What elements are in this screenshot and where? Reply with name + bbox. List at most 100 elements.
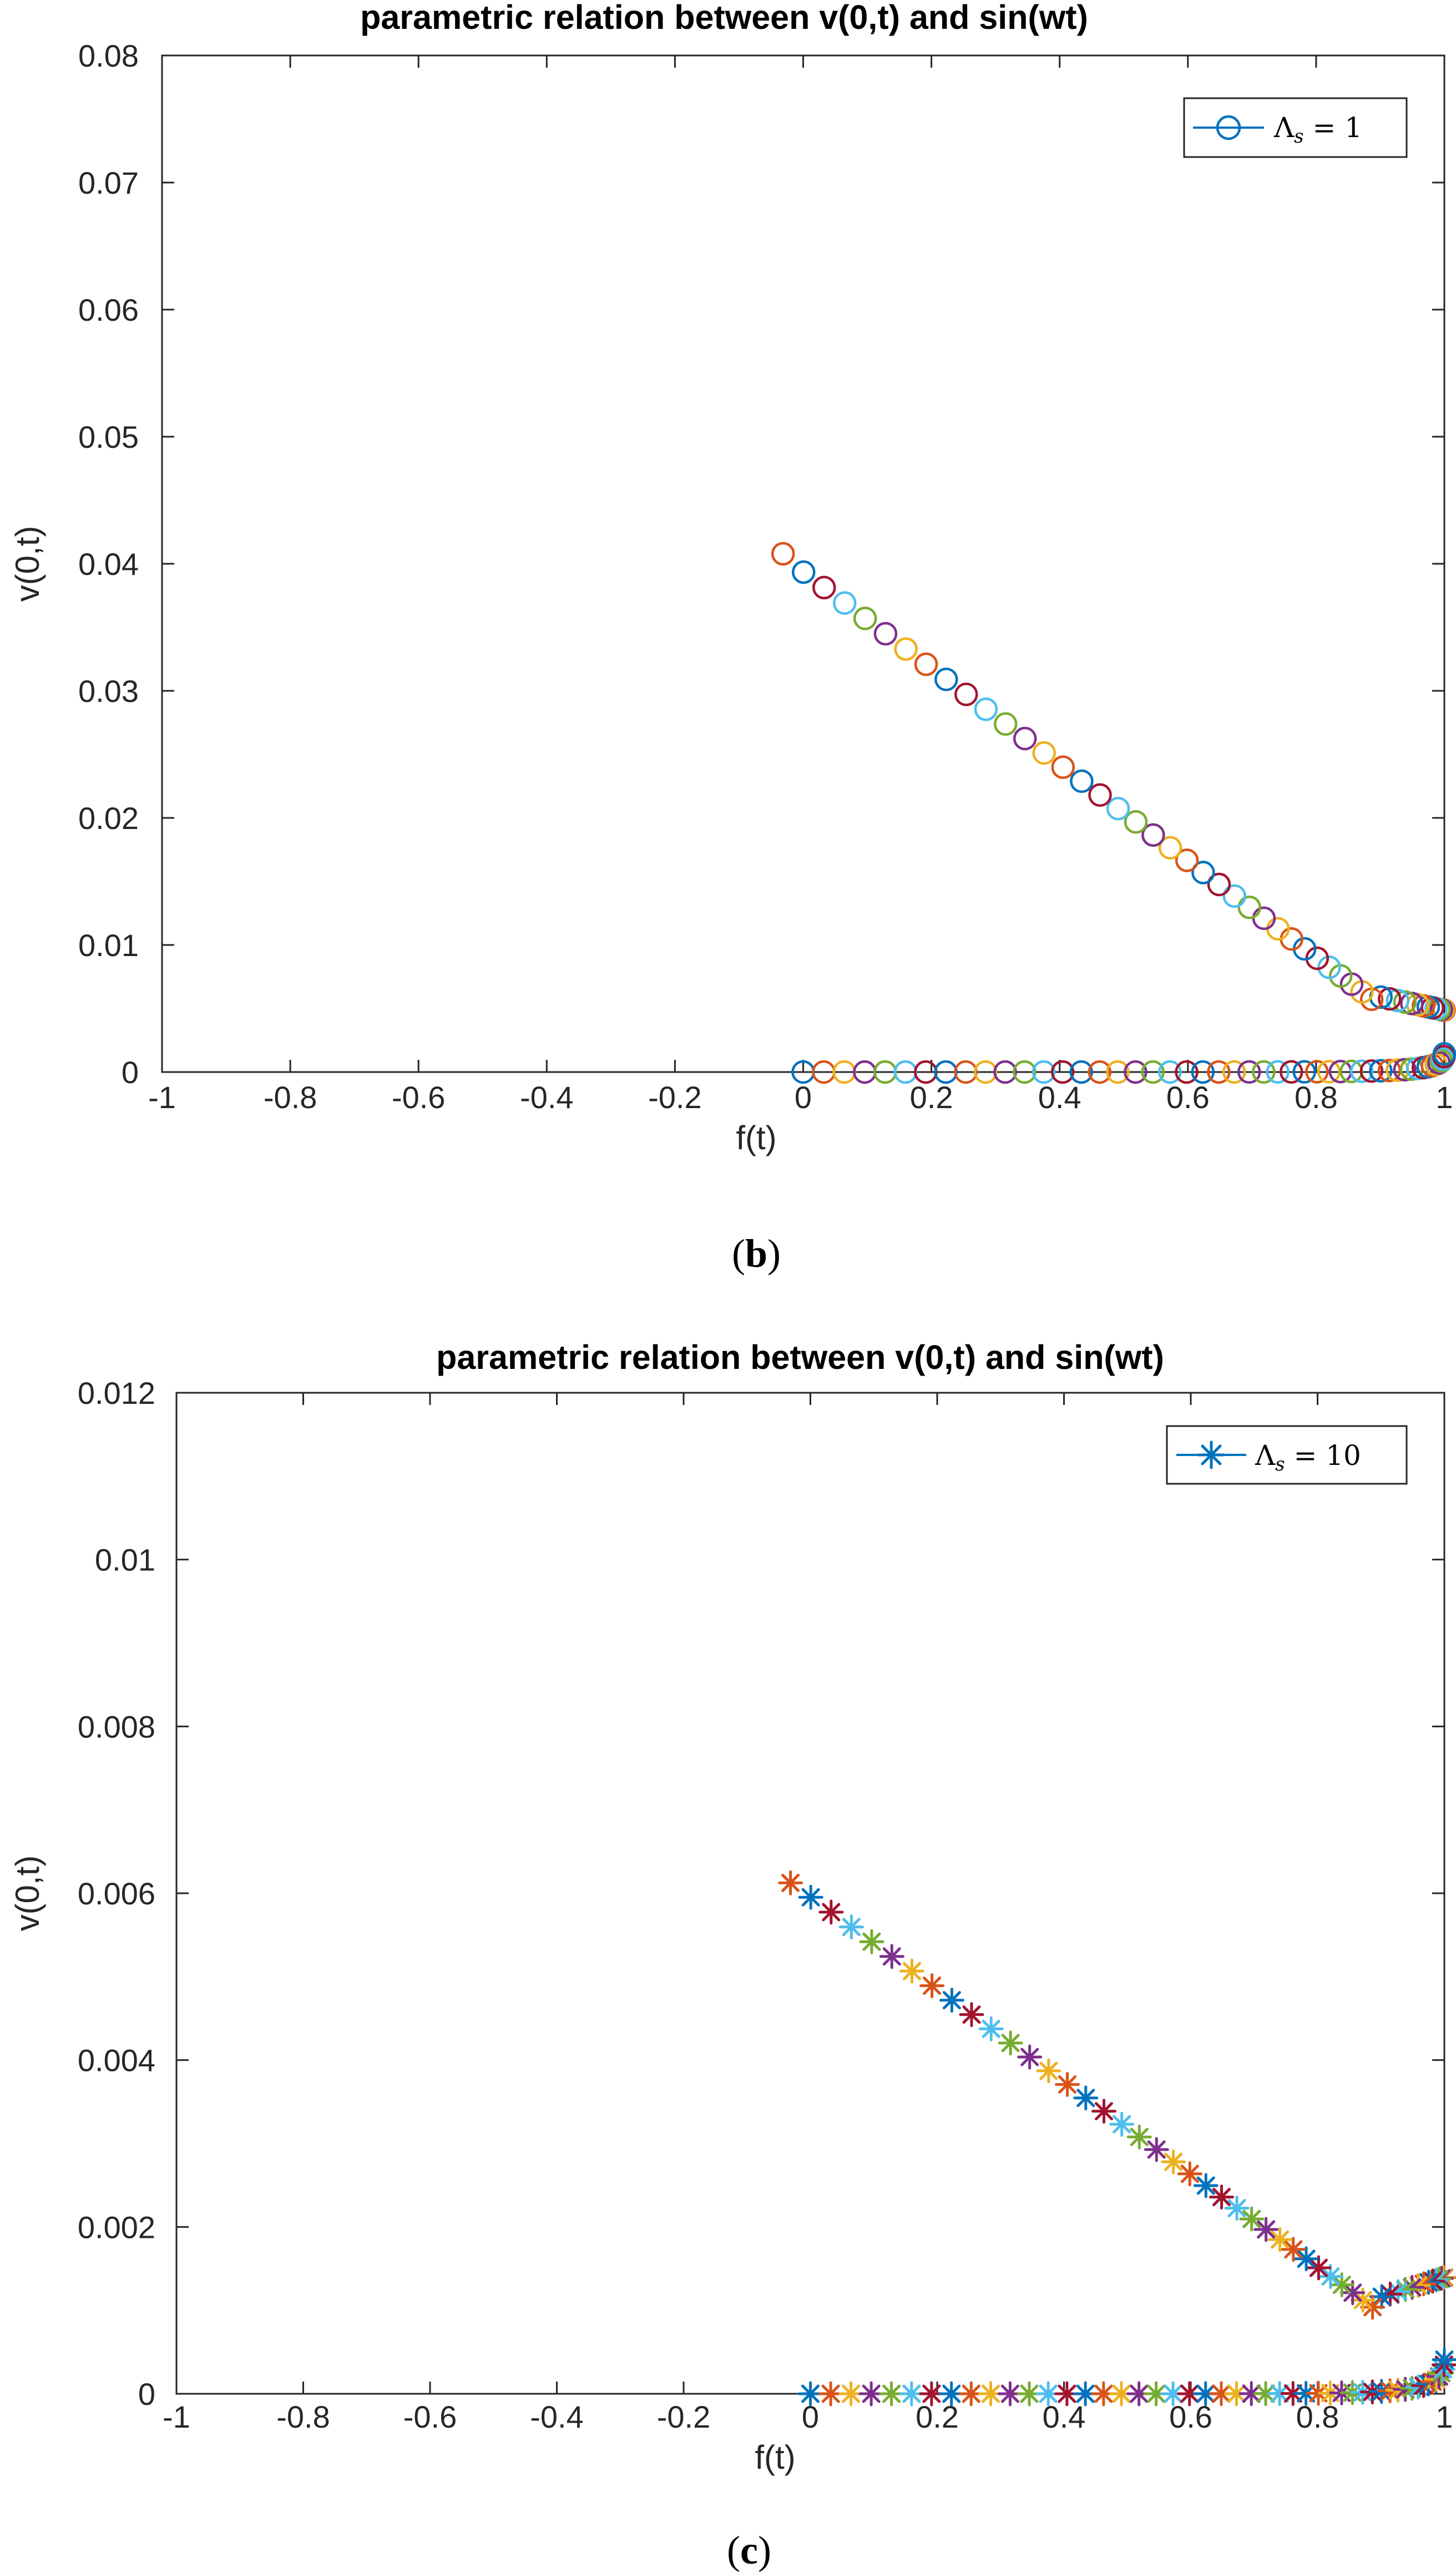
caption-open: ( bbox=[727, 2528, 740, 2572]
data-point bbox=[1305, 1060, 1329, 1084]
legend-value: = 10 bbox=[1285, 1439, 1361, 1472]
legend-subscript: s bbox=[1275, 1453, 1285, 1475]
x-tick-label: -0.6 bbox=[403, 2399, 457, 2434]
y-tick-label: 0 bbox=[138, 2377, 155, 2412]
data-point bbox=[1175, 848, 1199, 872]
data-point bbox=[914, 652, 938, 676]
data-point bbox=[1360, 2294, 1386, 2320]
data-point bbox=[873, 621, 898, 646]
data-point bbox=[1050, 1060, 1075, 1084]
x-tick-label: -1 bbox=[163, 2399, 190, 2434]
x-tick-label: -0.2 bbox=[648, 1080, 702, 1115]
data-point bbox=[1177, 2381, 1202, 2407]
x-tick-label: 1 bbox=[1435, 2399, 1453, 2434]
y-tick-label: 0.01 bbox=[78, 928, 139, 963]
panel-caption: (b) bbox=[732, 1231, 781, 1276]
caption-open: ( bbox=[732, 1231, 745, 1276]
chart-title: parametric relation between v(0,t) and s… bbox=[360, 0, 1088, 36]
data-point bbox=[879, 1944, 904, 1969]
plot-area bbox=[161, 54, 1445, 1073]
data-point bbox=[1109, 2381, 1134, 2407]
data-point bbox=[1141, 1060, 1165, 1084]
chart-title: parametric relation between v(0,t) and s… bbox=[436, 1338, 1164, 1376]
data-point bbox=[974, 697, 998, 721]
data-point bbox=[997, 2381, 1023, 2407]
data-point bbox=[1069, 1060, 1094, 1084]
data-point bbox=[771, 542, 795, 566]
data-point bbox=[1239, 2206, 1265, 2232]
data-point bbox=[1209, 2184, 1235, 2210]
data-point bbox=[1349, 1059, 1374, 1083]
x-tick-label: 0.4 bbox=[1038, 1080, 1081, 1115]
data-point bbox=[954, 683, 978, 706]
data-point bbox=[1013, 1060, 1037, 1084]
data-point bbox=[899, 2381, 924, 2407]
y-tick-label: 0.004 bbox=[78, 2043, 155, 2078]
caption-close: ) bbox=[758, 2528, 771, 2572]
data-point bbox=[1032, 741, 1056, 765]
data-point bbox=[1209, 2381, 1234, 2407]
y-tick-labels: 0 0.002 0.004 0.006 0.008 0.01 0.012 bbox=[78, 1376, 155, 2412]
x-tick-label: -0.8 bbox=[276, 2399, 330, 2434]
data-point bbox=[1266, 1060, 1290, 1084]
x-axis-label: f(t) bbox=[755, 2439, 795, 2476]
data-point bbox=[1158, 836, 1182, 860]
data-point bbox=[993, 1060, 1017, 1084]
y-tick-label: 0.07 bbox=[78, 165, 139, 200]
data-series bbox=[771, 542, 1456, 1084]
data-point bbox=[1161, 2149, 1186, 2175]
data-point bbox=[838, 1914, 864, 1940]
data-point bbox=[1109, 2111, 1135, 2137]
x-tick-label: -0.8 bbox=[264, 1080, 317, 1115]
data-point bbox=[1141, 823, 1165, 847]
legend-value: = 1 bbox=[1304, 112, 1363, 144]
legend-symbol: Λ bbox=[1255, 1439, 1276, 1472]
data-point bbox=[1237, 895, 1262, 919]
data-point bbox=[978, 2016, 1004, 2041]
data-point bbox=[798, 2381, 823, 2407]
data-point bbox=[1073, 2085, 1099, 2111]
panel-caption: (c) bbox=[727, 2528, 771, 2572]
data-point bbox=[1207, 872, 1231, 897]
data-point bbox=[1378, 987, 1402, 1011]
data-point bbox=[1317, 956, 1341, 979]
data-point bbox=[939, 1988, 964, 2013]
axis-ticks bbox=[161, 54, 1445, 1073]
y-tick-label: 0.08 bbox=[78, 38, 139, 73]
data-point bbox=[879, 2381, 904, 2407]
legend-marker bbox=[1216, 115, 1241, 140]
data-point bbox=[1317, 1060, 1341, 1084]
y-tick-label: 0.03 bbox=[78, 674, 139, 709]
data-point bbox=[1126, 2124, 1152, 2150]
data-point bbox=[1017, 2044, 1043, 2070]
y-tick-label: 0.012 bbox=[78, 1376, 155, 1411]
data-point bbox=[1224, 2195, 1250, 2221]
x-tick-label: -1 bbox=[148, 1080, 176, 1115]
data-point bbox=[1175, 1060, 1199, 1084]
y-axis-label: v(0,t) bbox=[9, 1856, 46, 1932]
data-point bbox=[812, 575, 836, 600]
data-point bbox=[1237, 1060, 1261, 1084]
data-point bbox=[858, 2381, 884, 2407]
data-point bbox=[791, 560, 816, 584]
data-point bbox=[1306, 2255, 1331, 2281]
data-point bbox=[1329, 2272, 1354, 2298]
y-tick-label: 0.05 bbox=[78, 419, 139, 454]
legend-label: Λs = 10 bbox=[1255, 1439, 1361, 1475]
data-point bbox=[919, 1973, 945, 1999]
panel-c: parametric relation between v(0,t) and s… bbox=[9, 1338, 1456, 2572]
data-point bbox=[1088, 1060, 1112, 1084]
x-tick-label: -0.2 bbox=[657, 2399, 711, 2434]
data-point bbox=[1369, 1059, 1393, 1083]
y-tick-label: 0.002 bbox=[78, 2210, 155, 2245]
y-tick-label: 0.01 bbox=[95, 1543, 155, 1578]
data-point bbox=[1281, 2237, 1306, 2262]
data-point bbox=[1051, 755, 1075, 779]
x-tick-label: -0.6 bbox=[392, 1080, 446, 1115]
data-point bbox=[1177, 2161, 1202, 2187]
data-point bbox=[1088, 783, 1112, 807]
data-point bbox=[1191, 861, 1215, 884]
y-tick-label: 0.008 bbox=[78, 1709, 155, 1744]
data-point bbox=[1359, 1059, 1384, 1083]
data-point bbox=[899, 1958, 925, 1984]
